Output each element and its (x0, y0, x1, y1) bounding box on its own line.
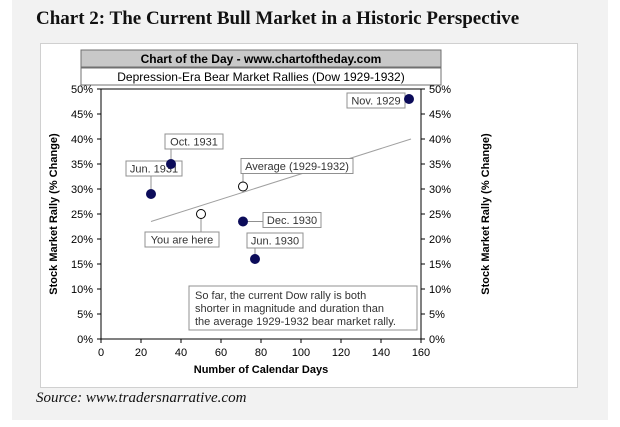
y-tick-label-right: 0% (429, 334, 445, 346)
data-point (238, 216, 248, 227)
x-tick-label: 0 (98, 347, 104, 359)
y-tick-label-right: 45% (429, 109, 451, 121)
data-point (146, 189, 156, 199)
chart-title: Depression-Era Bear Market Rallies (Dow … (117, 70, 404, 84)
y-tick-label-right: 30% (429, 184, 451, 196)
x-tick-label: 80 (255, 347, 267, 359)
y-tick-label-left: 45% (71, 109, 93, 121)
point-label: You are here (151, 235, 214, 247)
y-tick-label-right: 20% (429, 234, 451, 246)
figure-heading: Chart 2: The Current Bull Market in a Hi… (36, 8, 520, 29)
point-label-box (164, 133, 224, 150)
y-tick-label-left: 50% (71, 84, 93, 96)
y-tick-label-left: 35% (71, 159, 93, 171)
chart-banner-text: Chart of the Day - www.chartoftheday.com (141, 52, 382, 66)
y-tick-label-left: 15% (71, 259, 93, 271)
point-label: Dec. 1930 (267, 215, 317, 227)
average-trendline (150, 138, 412, 222)
point-label: Jun. 1931 (130, 164, 178, 176)
x-tick-label: 160 (412, 347, 430, 359)
x-tick-label: 100 (292, 347, 310, 359)
y-tick-label-left: 10% (71, 284, 93, 296)
y-tick-label-left: 5% (77, 309, 93, 321)
y-tick-label-left: 0% (77, 334, 93, 346)
y-tick-label-right: 40% (429, 134, 451, 146)
y-tick-label-right: 35% (429, 159, 451, 171)
point-label-box (144, 231, 220, 248)
chart-banner-box (80, 49, 442, 68)
point-label: Average (1929-1932) (245, 161, 349, 173)
y-tick-label-right: 15% (429, 259, 451, 271)
x-tick-label: 40 (175, 347, 187, 359)
point-label: Oct. 1931 (170, 137, 218, 149)
y-tick-label-right: 50% (429, 84, 451, 96)
annotation-line: So far, the current Dow rally is both (195, 290, 366, 302)
y-tick-label-left: 20% (71, 234, 93, 246)
y-tick-label-right: 25% (429, 209, 451, 221)
annotation-line: the average 1929-1932 bear market rally. (195, 316, 396, 328)
data-point (250, 254, 260, 264)
point-label-box (262, 212, 322, 228)
y-axis-title-left: Stock Market Rally (% Change) (48, 133, 60, 295)
source-note: Source: www.tradersnarrative.com (36, 390, 247, 406)
y-tick-label-left: 25% (71, 209, 93, 221)
x-axis-title: Number of Calendar Days (194, 364, 328, 376)
point-label: Jun. 1930 (251, 236, 299, 248)
annotation-line: shorter in magnitude and duration than (195, 303, 384, 315)
point-label-box (240, 158, 354, 174)
x-tick-label: 120 (332, 347, 350, 359)
annotation-box (188, 285, 418, 331)
y-tick-label-right: 5% (429, 309, 445, 321)
data-point (166, 159, 176, 169)
point-label: Nov. 1929 (351, 96, 400, 108)
x-tick-label: 140 (372, 347, 390, 359)
y-axis-title-right: Stock Market Rally (% Change) (480, 133, 492, 295)
y-tick-label-left: 30% (71, 184, 93, 196)
data-point-open (238, 181, 248, 192)
y-tick-label-right: 10% (429, 284, 451, 296)
data-point-open (196, 209, 206, 219)
data-point (404, 94, 414, 104)
chart-title-box (80, 67, 442, 86)
scatter-chart: Chart of the Day - www.chartoftheday.com… (48, 49, 492, 376)
x-tick-label: 60 (215, 347, 227, 359)
chart-panel: Chart of the Day - www.chartoftheday.com… (40, 43, 578, 388)
y-tick-label-left: 40% (71, 134, 93, 146)
x-tick-label: 20 (135, 347, 147, 359)
point-label-box (246, 232, 304, 249)
